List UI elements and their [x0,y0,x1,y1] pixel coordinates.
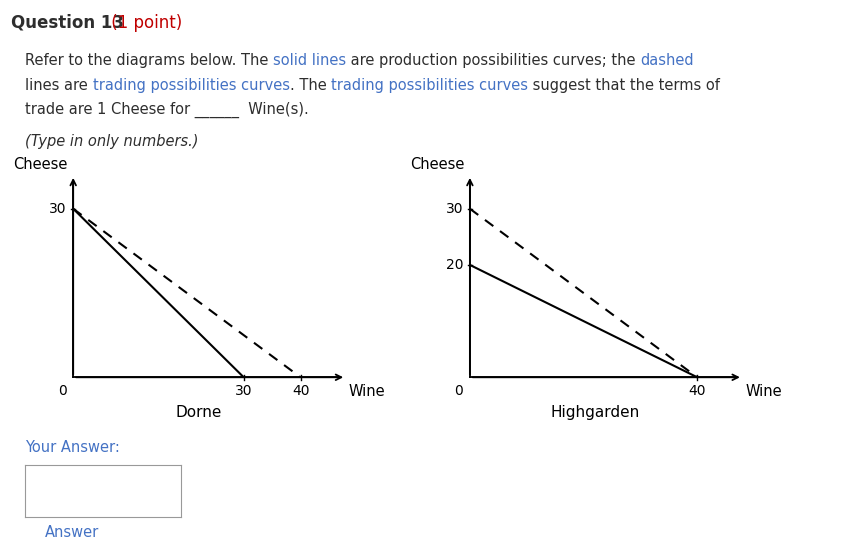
Text: are production possibilities curves; the: are production possibilities curves; the [346,53,641,68]
Text: Question 13: Question 13 [11,14,124,32]
Text: Highgarden: Highgarden [550,405,640,421]
Text: Answer: Answer [45,525,99,540]
Text: 30: 30 [446,202,463,216]
Text: 40: 40 [689,384,706,398]
Text: (1 point): (1 point) [106,14,181,32]
Text: Refer to the diagrams below. The: Refer to the diagrams below. The [25,53,273,68]
Text: Your Answer:: Your Answer: [25,440,120,455]
Text: trade are 1 Cheese for ______  Wine(s).: trade are 1 Cheese for ______ Wine(s). [25,102,309,119]
Text: 0: 0 [454,384,463,398]
Text: 20: 20 [446,258,463,272]
Text: (Type in only numbers.): (Type in only numbers.) [25,134,199,149]
Text: 30: 30 [49,202,67,216]
Text: suggest that the terms of: suggest that the terms of [528,78,720,92]
Text: . The: . The [289,78,331,92]
Text: Cheese: Cheese [14,157,68,172]
Text: lines are: lines are [25,78,93,92]
Text: Dorne: Dorne [175,405,221,421]
Text: dashed: dashed [641,53,695,68]
Text: trading possibilities curves: trading possibilities curves [331,78,528,92]
Text: 0: 0 [57,384,67,398]
Text: Wine: Wine [745,384,782,399]
Text: Cheese: Cheese [410,157,464,172]
Text: 30: 30 [235,384,252,398]
Text: Wine: Wine [349,384,386,399]
Text: trading possibilities curves: trading possibilities curves [93,78,289,92]
Text: solid lines: solid lines [273,53,346,68]
Text: 40: 40 [292,384,309,398]
